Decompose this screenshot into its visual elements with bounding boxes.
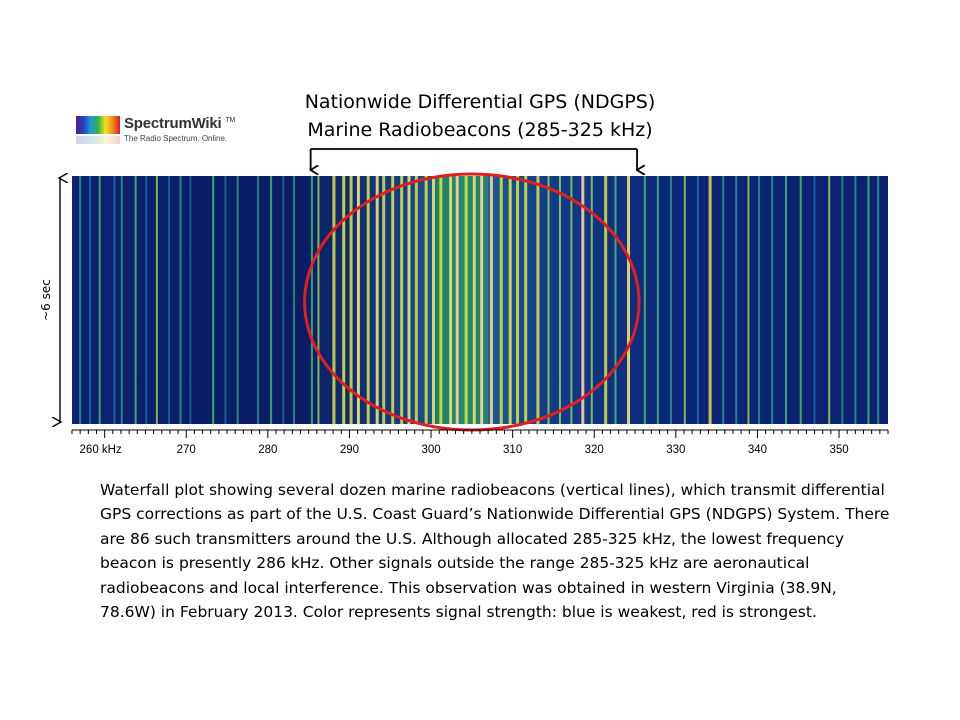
signal-line [224,176,227,424]
signal-line [120,176,123,424]
signal-line [813,176,816,424]
signal-line [536,176,540,424]
signal-line [455,176,459,424]
signal-line [431,176,435,424]
signal-line [332,176,336,424]
signal-line [155,176,158,424]
signal-line [113,176,116,424]
signal-line [79,176,82,424]
signal-line [439,176,443,424]
signal-line [508,176,512,424]
signal-line [643,176,646,424]
signal-line [480,176,484,424]
signal-line [524,176,528,424]
x-tick-label: 270 [177,444,196,456]
signal-line [581,176,585,424]
signal-line [270,176,273,424]
signal-line [867,176,870,424]
signal-line [257,176,260,424]
signal-line [375,176,379,424]
x-tick-label: 340 [748,444,767,456]
time-label: ~6 sec [39,279,53,321]
signal-line [877,176,880,424]
signal-line [317,176,320,424]
signal-line [366,176,370,424]
signal-line [627,176,631,424]
signal-line [168,176,171,424]
signal-line [590,176,593,424]
signal-line [683,176,686,424]
x-tick-label: 320 [585,444,604,456]
x-axis-ticks: 260 kHz 270 280 290 300 310 320 330 340 350 [71,430,889,456]
signal-line [282,176,285,424]
signal-line [356,176,360,424]
signal-line [391,176,395,424]
x-tick-label: 350 [829,444,848,456]
signal-line [134,176,137,424]
signal-line [570,176,573,424]
x-tick-label: 280 [258,444,277,456]
title-line-1: Nationwide Differential GPS (NDGPS) [304,91,656,113]
signal-line [614,176,617,424]
signal-line [771,176,774,424]
signal-line [449,176,453,424]
signal-line [342,176,346,424]
signal-line [179,176,182,424]
signal-line [499,176,503,424]
signal-line [98,176,101,424]
spectrumwiki-logo: SpectrumWiki TM The Radio Spectrum. Onli… [76,115,256,147]
chart-title: Nationwide Differential GPS (NDGPS) Mari… [200,88,760,144]
rainbow-logo-icon [76,116,120,134]
signal-line [489,176,493,424]
x-tick-label: 300 [421,444,440,456]
signal-lines [79,176,880,424]
signal-line [189,176,192,424]
signal-line [558,176,561,424]
signal-line [407,176,411,424]
signal-line [669,176,672,424]
signal-line [547,176,550,424]
signal-line [472,176,476,424]
signal-line [464,176,468,424]
signal-line [414,176,418,424]
signal-line [735,176,738,424]
x-tick-label: 310 [503,444,522,456]
signal-line [604,176,608,424]
signal-line [516,176,520,424]
logo-reflection [76,136,120,144]
signal-line [310,176,313,424]
signal-line [400,176,404,424]
signal-line [841,176,844,424]
logo-name: SpectrumWiki TM [124,115,236,132]
signal-line [799,176,802,424]
signal-line [747,176,750,424]
x-tick-label: 290 [340,444,359,456]
signal-line [424,176,428,424]
signal-line [656,176,659,424]
center-glow [435,176,489,424]
figure-caption: Waterfall plot showing several dozen mar… [100,481,890,622]
signal-line [828,176,831,424]
signal-line [236,176,239,424]
signal-line [696,176,699,424]
signal-line [292,176,295,424]
x-tick-label: 260 kHz [80,444,122,456]
signal-line [88,176,91,424]
signal-line [212,176,215,424]
signal-line [349,176,353,424]
logo-tagline: The Radio Spectrum. Online. [124,134,228,143]
title-line-2: Marine Radiobeacons (285-325 kHz) [307,119,653,141]
signal-line [722,176,725,424]
signal-line [145,176,148,424]
signal-line [785,176,787,424]
signal-line [758,176,761,424]
x-tick-label: 330 [666,444,685,456]
signal-line [708,176,712,424]
signal-line [382,176,386,424]
signal-line [854,176,857,424]
